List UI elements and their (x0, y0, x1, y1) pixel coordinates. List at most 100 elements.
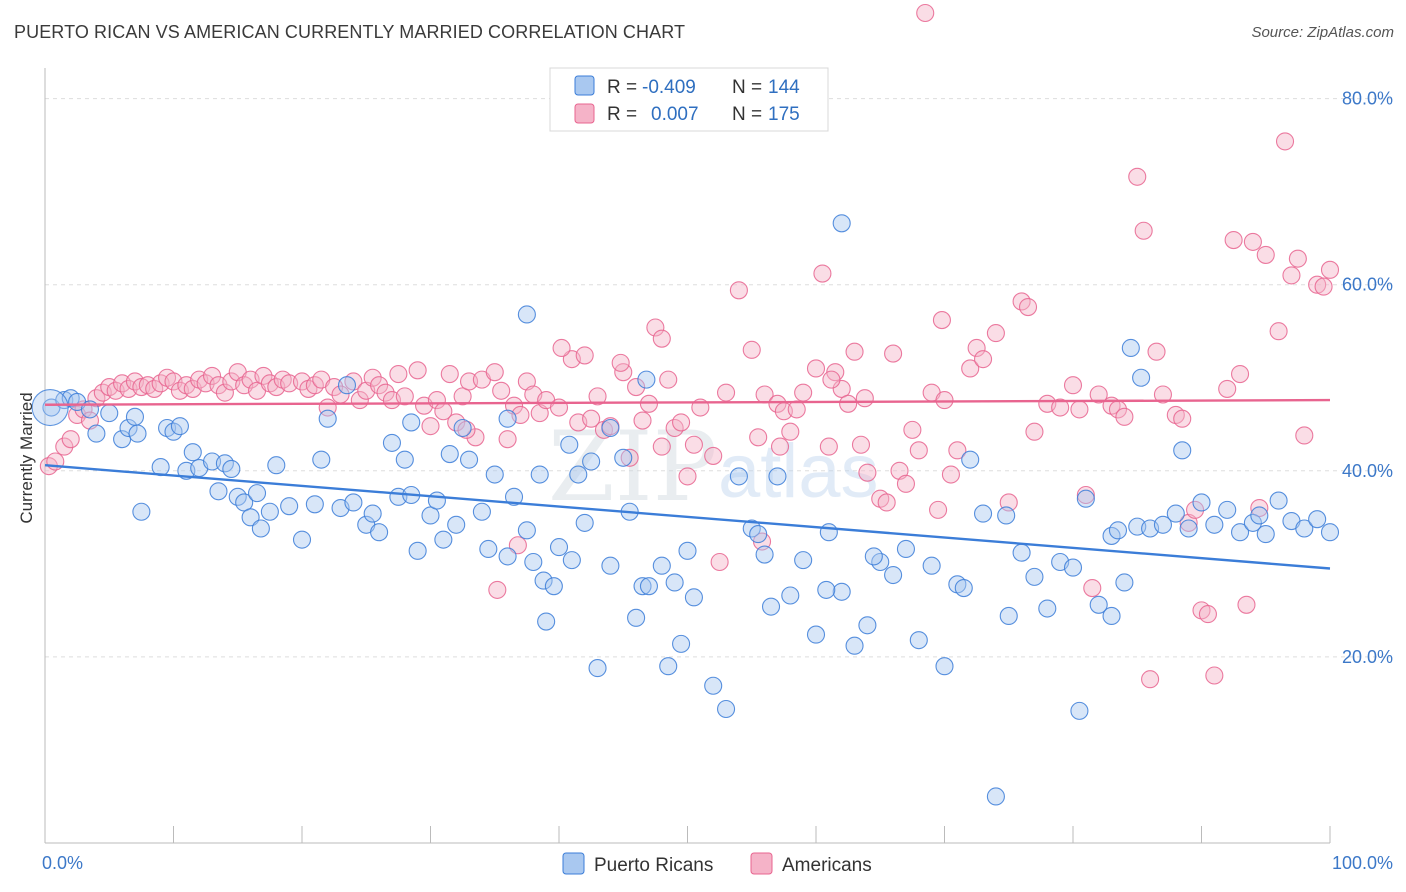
puerto-ricans-point-123 (1256, 525, 1275, 544)
americans-point-83 (620, 448, 639, 467)
puerto-ricans-point-107 (1070, 701, 1089, 720)
y-tick-label-80: 80.0% (1342, 89, 1393, 109)
puerto-ricans-point-88 (832, 582, 851, 601)
americans-point-106 (813, 264, 832, 283)
americans-point-155 (1205, 666, 1224, 685)
americans-point-172 (646, 318, 665, 337)
americans-point-146 (1141, 670, 1160, 689)
puerto-ricans-point-108 (1076, 489, 1095, 508)
americans-point-133 (1025, 422, 1044, 441)
puerto-ricans-point-69 (627, 608, 646, 627)
puerto-ricans-point-37 (344, 493, 363, 512)
axes (44, 68, 1331, 844)
puerto-ricans-point-53 (479, 539, 498, 559)
puerto-ricans-trend-line (44, 464, 1331, 570)
americans-points (39, 3, 1340, 689)
puerto-ricans-point-147 (402, 413, 421, 432)
puerto-ricans-point-51 (459, 450, 479, 469)
puerto-ricans-point-31 (292, 530, 312, 549)
legend-n-label-1: N = (732, 77, 762, 98)
puerto-ricans-point-40 (370, 523, 389, 542)
puerto-ricans-point-24 (235, 493, 254, 512)
americans-point-170 (1320, 260, 1340, 279)
puerto-ricans-point-59 (530, 465, 549, 484)
puerto-ricans-point-41 (382, 433, 402, 452)
americans-point-148 (1153, 385, 1172, 404)
puerto-ricans-point-130 (832, 214, 851, 233)
puerto-ricans-point-74 (665, 573, 684, 592)
puerto-ricans-point-139 (601, 418, 620, 438)
americans-point-111 (845, 342, 864, 361)
bottom-legend-swatch-pink (750, 852, 773, 875)
americans-point-166 (1288, 249, 1307, 268)
puerto-ricans-point-140 (582, 452, 601, 471)
puerto-ricans-point-148 (749, 525, 768, 544)
watermark-atlas: atlas (718, 429, 879, 514)
puerto-ricans-point-8 (119, 418, 138, 438)
puerto-ricans-point-94 (909, 631, 928, 650)
americans-point-100 (768, 394, 787, 413)
puerto-ricans-point-48 (434, 530, 453, 549)
bottom-legend-label-puerto-ricans: Puerto Ricans (594, 855, 713, 876)
puerto-ricans-point-66 (601, 556, 620, 575)
americans-point-53 (395, 387, 414, 406)
americans-point-161 (1250, 498, 1269, 518)
puerto-ricans-point-124 (1269, 491, 1288, 510)
americans-point-87 (652, 437, 671, 456)
americans-point-49 (370, 376, 389, 395)
americans-point-176 (508, 536, 527, 555)
puerto-ricans-point-118 (1192, 493, 1211, 512)
puerto-ricans-point-111 (1108, 521, 1128, 540)
puerto-ricans-point-83 (761, 597, 781, 616)
americans-point-110 (839, 394, 858, 413)
legend-n-value-2: 175 (768, 104, 800, 125)
legend-n-value-1: 144 (768, 77, 800, 98)
americans-point-128 (973, 350, 993, 369)
americans-point-3 (61, 430, 80, 449)
americans-point-97 (742, 340, 761, 359)
americans-point-66 (492, 381, 511, 400)
puerto-ricans-point-93 (896, 539, 916, 559)
puerto-ricans-point-120 (1218, 500, 1237, 519)
americans-point-48 (363, 368, 382, 387)
americans-point-113 (858, 463, 877, 482)
puerto-ricans-point-47 (427, 491, 446, 510)
americans-point-120 (909, 441, 928, 460)
americans-point-88 (659, 370, 678, 389)
puerto-ricans-point-146 (440, 445, 459, 464)
americans-point-173 (652, 329, 671, 348)
americans-trend-line (44, 398, 1331, 406)
puerto-ricans-point-43 (395, 450, 414, 469)
puerto-ricans-point-104 (1038, 599, 1057, 618)
puerto-ricans-point-52 (472, 502, 491, 521)
puerto-ricans-point-131 (517, 305, 536, 324)
americans-point-147 (1147, 342, 1166, 361)
americans-point-157 (1224, 230, 1243, 250)
puerto-ricans-point-85 (794, 551, 813, 570)
puerto-ricans-point-149 (817, 580, 836, 599)
puerto-ricans-point-25 (241, 508, 260, 527)
puerto-ricans-point-60 (534, 571, 553, 590)
americans-point-124 (941, 465, 960, 484)
americans-point-159 (1237, 595, 1256, 614)
americans-point-95 (716, 383, 736, 402)
americans-point-137 (1070, 400, 1089, 419)
puerto-ricans-point-5 (87, 424, 106, 443)
puerto-ricans-point-138 (954, 578, 973, 598)
legend-r-label-1: R = (607, 77, 637, 98)
americans-point-169 (1314, 277, 1333, 296)
y-tick-label-20: 20.0% (1342, 647, 1393, 667)
americans-point-171 (916, 3, 935, 23)
americans-point-59 (440, 364, 459, 384)
puerto-ricans-point-95 (922, 556, 941, 575)
americans-point-84 (627, 378, 646, 397)
americans-point-56 (421, 417, 440, 436)
americans-point-184 (932, 311, 951, 330)
x-tick-label-max: 100.0% (1332, 853, 1393, 873)
americans-point-182 (822, 370, 841, 389)
puerto-ricans-point-116 (1166, 504, 1185, 523)
puerto-ricans-point-17 (183, 443, 202, 462)
puerto-ricans-point-67 (614, 448, 633, 467)
x-tick-label-min: 0.0% (42, 853, 83, 873)
